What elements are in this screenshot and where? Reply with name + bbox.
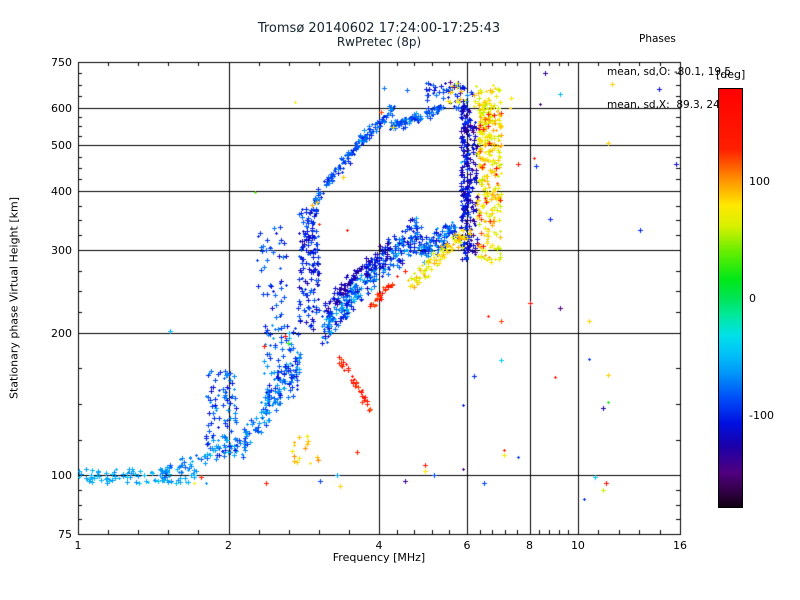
y-tick-label: 200 [51, 326, 72, 340]
phase-stats-header: Phases [639, 33, 676, 45]
x-axis-label: Frequency [MHz] [332, 551, 426, 564]
colorbar-tick-label: 100 [749, 175, 770, 189]
plot-subtitle: RwPretec (8p) [336, 35, 422, 49]
y-tick-label: 300 [51, 243, 72, 257]
x-tick-label: 2 [225, 539, 232, 552]
colorbar-gradient [718, 88, 743, 508]
phase-stats-o-mode: mean, sd,O: -80.1, 19.5 [607, 66, 732, 78]
y-tick-label: 400 [51, 184, 72, 198]
colorbar-unit-label: [deg] [716, 68, 746, 81]
y-tick-label: 750 [51, 56, 72, 69]
y-tick-label: 600 [51, 101, 72, 115]
plot-title: Tromsø 20140602 17:24:00-17:25:43 [257, 21, 501, 36]
y-tick-label: 75 [58, 528, 72, 541]
y-axis-label: Stationary phase Virtual Height [km] [7, 196, 21, 400]
x-tick-label: 16 [673, 539, 687, 552]
y-tick-label: 100 [51, 469, 72, 483]
x-tick-label: 10 [570, 539, 585, 552]
colorbar-tick-label: 0 [749, 292, 756, 305]
colorbar-tick-label: -100 [749, 408, 774, 422]
y-tick-label: 500 [51, 139, 72, 153]
x-tick-label: 1 [74, 539, 82, 552]
x-tick-label: 8 [526, 539, 533, 552]
phase-stats-x-mode: mean, sd,X: 89.3, 24.9 [607, 99, 730, 111]
x-tick-label: 4 [375, 539, 383, 552]
x-tick-label: 6 [463, 539, 471, 552]
phase-stats: Phases mean, sd,O: -80.1, 19.5 mean, sd,… [607, 12, 731, 133]
